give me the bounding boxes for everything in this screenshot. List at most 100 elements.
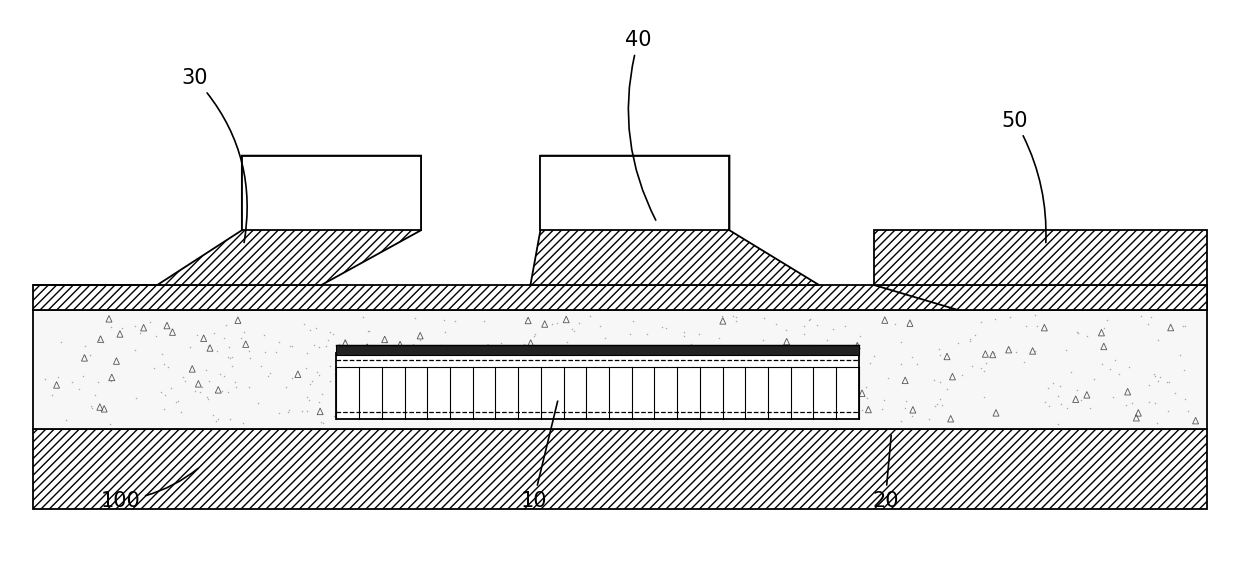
Point bbox=[166, 397, 186, 406]
Point bbox=[144, 363, 164, 372]
Point bbox=[68, 385, 88, 394]
Point bbox=[324, 329, 343, 339]
Point bbox=[1116, 401, 1136, 410]
Point bbox=[1070, 396, 1090, 405]
Point bbox=[709, 333, 729, 342]
Point bbox=[1173, 321, 1193, 331]
Point bbox=[62, 377, 82, 386]
Bar bbox=[33, 429, 1207, 509]
Point bbox=[858, 393, 878, 402]
Point bbox=[1068, 385, 1087, 394]
Text: 10: 10 bbox=[521, 401, 558, 511]
Point bbox=[976, 359, 996, 368]
Point bbox=[965, 331, 985, 340]
Point bbox=[306, 368, 326, 377]
Point bbox=[975, 393, 994, 402]
Point bbox=[971, 317, 991, 326]
Point bbox=[1145, 369, 1164, 378]
Point bbox=[196, 365, 216, 374]
Point bbox=[281, 341, 301, 351]
Point bbox=[857, 404, 877, 413]
Point bbox=[807, 320, 827, 329]
Point bbox=[73, 372, 93, 381]
Point bbox=[42, 391, 62, 400]
Point bbox=[1176, 394, 1195, 404]
Point bbox=[930, 351, 950, 360]
Point bbox=[525, 331, 544, 340]
Point bbox=[1052, 399, 1071, 408]
Point bbox=[218, 343, 238, 352]
Point bbox=[1146, 398, 1166, 408]
Polygon shape bbox=[874, 230, 1207, 285]
Point bbox=[502, 345, 522, 354]
Point bbox=[146, 332, 166, 341]
Point bbox=[212, 386, 232, 396]
Point bbox=[88, 378, 108, 387]
Point bbox=[279, 406, 299, 415]
Point bbox=[1146, 372, 1166, 381]
Point bbox=[856, 382, 875, 392]
Point bbox=[89, 336, 109, 345]
Point bbox=[1141, 312, 1161, 321]
Point bbox=[564, 327, 584, 336]
Point bbox=[689, 329, 709, 339]
Point bbox=[218, 387, 238, 396]
Point bbox=[405, 314, 425, 323]
Point bbox=[835, 322, 854, 331]
Point bbox=[999, 312, 1019, 321]
Point bbox=[569, 318, 589, 327]
Point bbox=[1013, 357, 1033, 367]
Point bbox=[515, 340, 534, 349]
Point bbox=[213, 334, 233, 343]
Point bbox=[130, 329, 150, 338]
Point bbox=[673, 327, 693, 336]
Point bbox=[320, 361, 340, 370]
Point bbox=[198, 342, 218, 351]
Bar bbox=[541, 156, 729, 230]
Point bbox=[319, 335, 339, 344]
Point bbox=[810, 341, 830, 351]
Point bbox=[637, 329, 657, 338]
Point bbox=[563, 325, 583, 334]
Point bbox=[961, 335, 981, 344]
Text: 40: 40 bbox=[625, 30, 656, 220]
Point bbox=[358, 326, 378, 335]
Point bbox=[254, 331, 274, 340]
Point bbox=[652, 323, 672, 332]
Point bbox=[197, 392, 217, 401]
Point bbox=[1035, 398, 1055, 407]
Point bbox=[985, 315, 1004, 324]
Point bbox=[325, 364, 345, 373]
Point bbox=[1148, 377, 1168, 386]
Point bbox=[491, 339, 511, 348]
Point bbox=[931, 401, 951, 410]
Point bbox=[930, 394, 950, 404]
Point bbox=[908, 360, 928, 369]
Point bbox=[250, 361, 270, 370]
Point bbox=[1016, 322, 1035, 331]
Point bbox=[241, 354, 260, 363]
Point bbox=[277, 383, 296, 392]
Point bbox=[878, 373, 898, 382]
Point bbox=[1137, 320, 1157, 329]
Point bbox=[1140, 380, 1159, 389]
Point bbox=[325, 369, 345, 378]
Point bbox=[265, 348, 285, 357]
Point bbox=[291, 406, 311, 416]
Point bbox=[475, 317, 495, 326]
Point bbox=[872, 404, 892, 413]
Bar bbox=[33, 310, 1207, 429]
Point bbox=[861, 359, 880, 368]
Point bbox=[929, 344, 949, 353]
Point bbox=[430, 343, 450, 352]
Point bbox=[681, 340, 701, 349]
Point bbox=[174, 373, 193, 382]
Point bbox=[198, 377, 218, 386]
Point bbox=[219, 353, 239, 362]
Point bbox=[205, 328, 224, 337]
Point bbox=[306, 323, 326, 332]
Point bbox=[1038, 384, 1058, 393]
Point bbox=[304, 340, 324, 349]
Point bbox=[925, 402, 945, 411]
Point bbox=[125, 321, 145, 330]
